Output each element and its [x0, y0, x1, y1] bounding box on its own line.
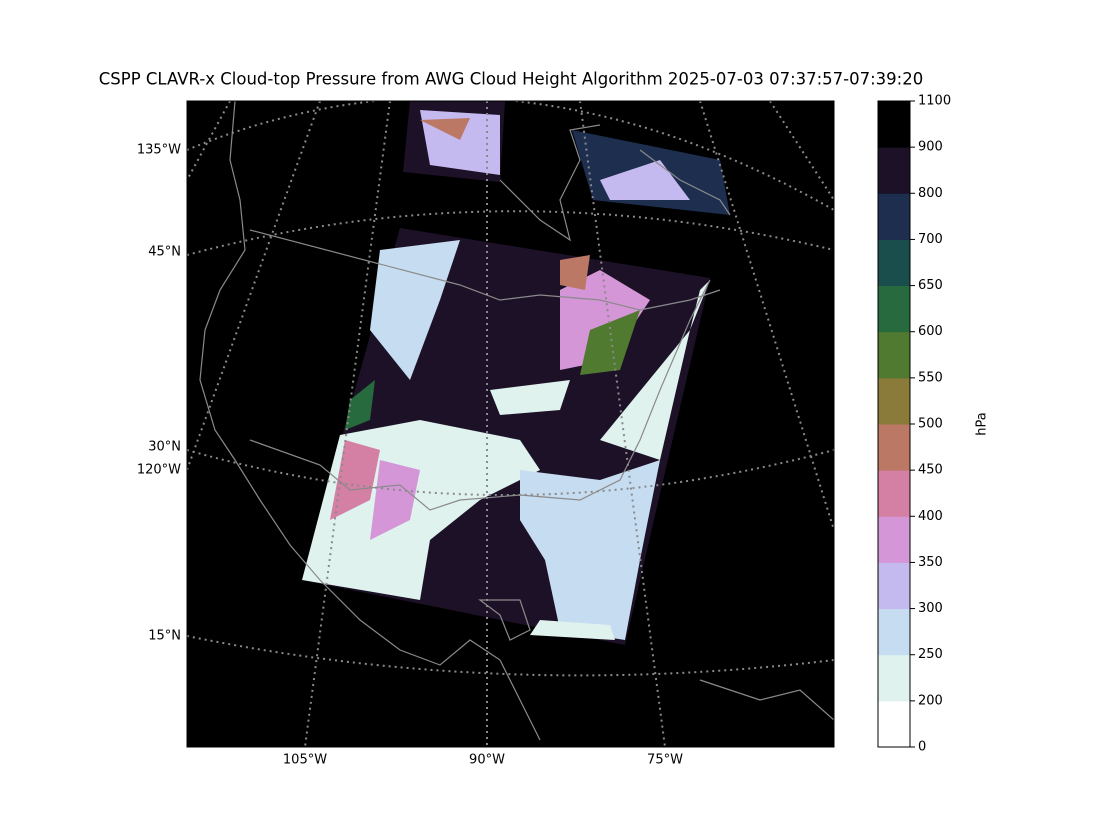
- lat-label: 15°N: [148, 629, 181, 644]
- colorbar: 0 200 250 300 350 400 450 500 550 600 650 700 800 900…: [877, 94, 951, 755]
- lat-label: 30°N: [148, 440, 181, 455]
- colorbar-tick-label: 800: [918, 186, 943, 201]
- colorbar-swatch: [878, 377, 910, 425]
- lon-label: 90°W: [469, 753, 505, 768]
- colorbar-tick-label: 1100: [918, 94, 951, 109]
- lon-label: 120°W: [137, 463, 181, 478]
- colorbar-tick-label: 600: [918, 324, 943, 339]
- colorbar-tick-label: 350: [918, 555, 943, 570]
- cloud-swath: [302, 101, 730, 645]
- colorbar-swatch: [878, 562, 910, 610]
- lon-label: 135°W: [137, 143, 181, 158]
- colorbar-tick-label: 700: [918, 232, 943, 247]
- colorbar-swatch: [878, 608, 910, 656]
- colorbar-swatch: [878, 516, 910, 563]
- colorbar-tick-label: 550: [918, 370, 943, 385]
- lon-label: 75°W: [647, 753, 683, 768]
- chart-title: CSPP CLAVR-x Cloud-top Pressure from AWG…: [99, 70, 923, 89]
- colorbar-tick-label: 300: [918, 601, 943, 616]
- colorbar-tick-label: 0: [918, 740, 926, 755]
- graticule: [187, 101, 834, 747]
- colorbar-tick-label: 450: [918, 463, 943, 478]
- colorbar-swatch: [878, 239, 910, 287]
- coastline: [199, 101, 834, 741]
- colorbar-tick-label: 500: [918, 417, 943, 432]
- colorbar-swatch: [878, 285, 910, 333]
- colorbar-swatch: [878, 193, 910, 240]
- colorbar-swatch: [878, 424, 910, 471]
- colorbar-tick-label: 650: [918, 278, 943, 293]
- map: 135°W 45°N 30°N 120°W 15°N 105°W 90°W 75…: [137, 100, 835, 768]
- colorbar-swatch: [878, 654, 910, 702]
- colorbar-swatch: [878, 331, 910, 379]
- colorbar-tick-label: 200: [918, 693, 943, 708]
- colorbar-swatch: [878, 101, 910, 148]
- colorbar-label: hPa: [975, 412, 990, 435]
- lon-label: 105°W: [283, 753, 327, 768]
- colorbar-swatch: [878, 470, 910, 517]
- colorbar-tick-label: 900: [918, 140, 943, 155]
- colorbar-swatch: [878, 700, 910, 748]
- lat-label: 45°N: [148, 245, 181, 260]
- colorbar-swatch: [878, 147, 910, 194]
- colorbar-tick-label: 400: [918, 509, 943, 524]
- colorbar-tick-label: 250: [918, 647, 943, 662]
